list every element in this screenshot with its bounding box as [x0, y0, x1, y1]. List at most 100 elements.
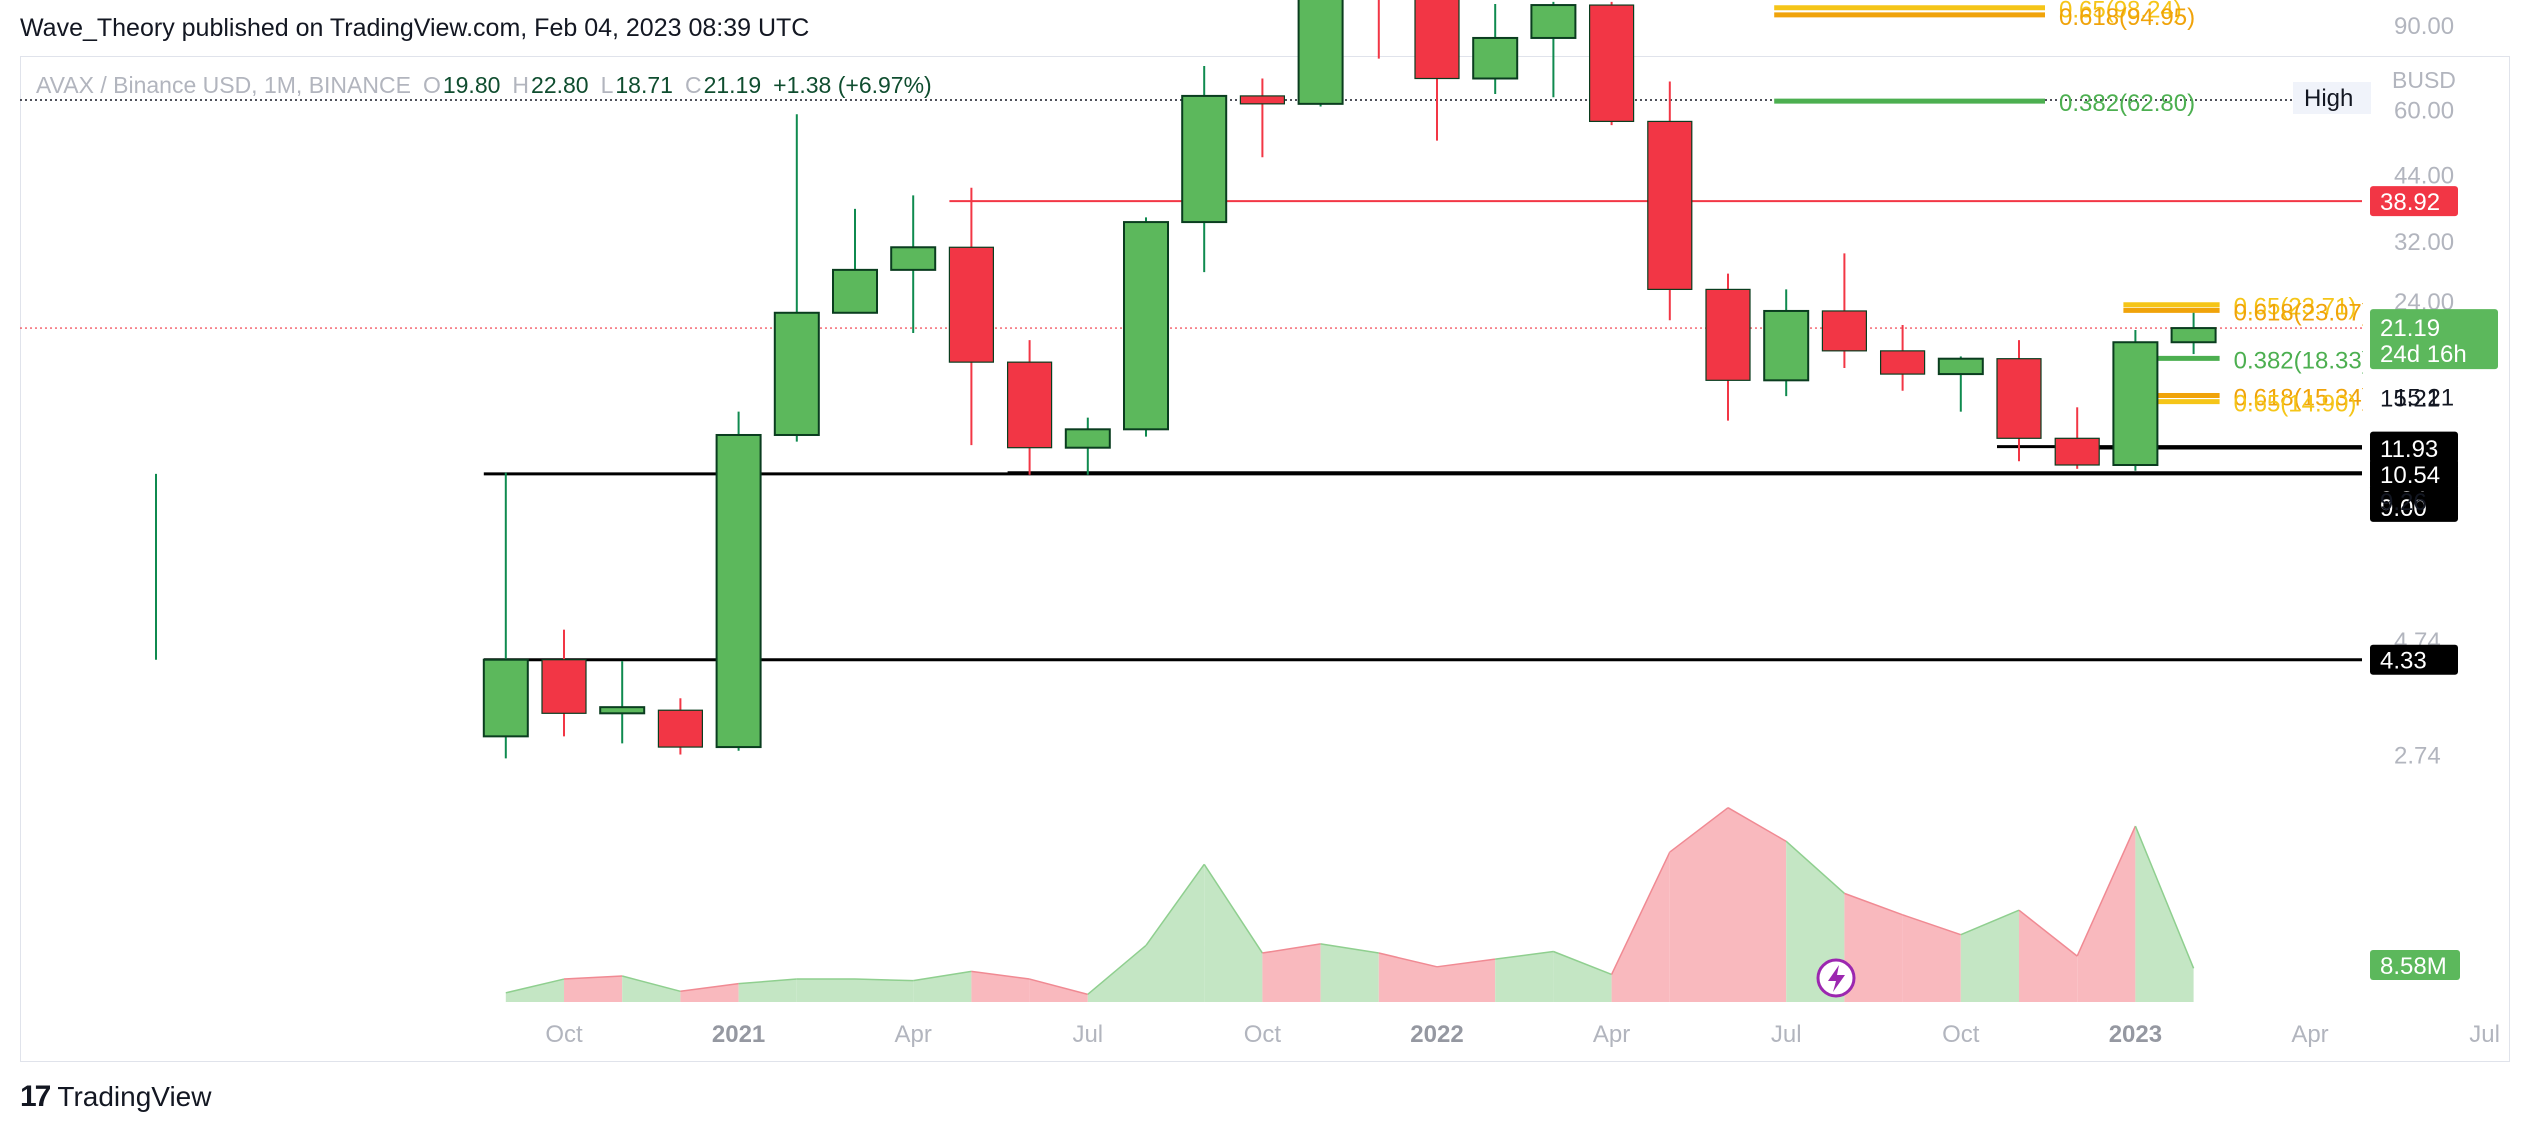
high-badge-label: High [2304, 85, 2353, 112]
candle-body[interactable] [1064, 428, 1111, 449]
volume-area-edge [563, 975, 623, 980]
tradingview-logo-mark-icon: 17 [20, 1080, 51, 1113]
volume-area-segment [2077, 826, 2136, 1002]
candle-body[interactable] [1297, 0, 1344, 105]
volume-area-segment [1728, 807, 1787, 1002]
volume-area-segment [680, 983, 739, 1002]
volume-tag-label: 8.58M [2380, 953, 2447, 980]
volume-area-edge [1203, 863, 1264, 954]
volume-tag-box[interactable] [2370, 950, 2460, 980]
tradingview-logo[interactable]: 17 TradingView [20, 1080, 211, 1114]
volume-area-edge [680, 982, 739, 993]
volume-area-segment [796, 979, 855, 1002]
volume-area-segment [971, 971, 1030, 1002]
candle-body[interactable] [1821, 310, 1868, 352]
price-axis-tick: 2.74 [2394, 742, 2441, 769]
legend-change: +1.38 (+6.97%) [773, 72, 932, 98]
fib-level-label: 0.618(15.34) [2234, 385, 2370, 412]
candle-body[interactable] [1123, 221, 1169, 431]
candle-body[interactable] [1996, 358, 2042, 439]
candle-body[interactable] [1705, 288, 1751, 381]
time-axis-tick: Oct [545, 1021, 583, 1048]
candle-body[interactable] [2054, 437, 2100, 466]
last-price-tag-box[interactable] [2370, 309, 2498, 370]
volume-area-edge [1145, 863, 1205, 946]
volume-area-segment [505, 979, 564, 1002]
candle-body[interactable] [890, 246, 937, 271]
volume-area-edge [505, 978, 565, 994]
volume-area-segment [1611, 852, 1670, 1002]
volume-area-edge [1960, 909, 2020, 936]
legend-low-label: L [601, 72, 614, 98]
price-axis-tick: 90.00 [2394, 13, 2454, 40]
fib-level-label: 0.382(62.80) [2059, 90, 2195, 117]
volume-area-segment [1146, 864, 1205, 1002]
volume-area-edge [1320, 943, 1379, 954]
axis-plain-tag: 9.26 [2380, 489, 2427, 516]
candle-body[interactable] [599, 706, 646, 715]
volume-area-edge [1902, 914, 1962, 936]
price-axis-tick: 32.00 [2394, 229, 2454, 256]
level-tag-box[interactable] [2370, 491, 2458, 522]
time-axis-tick: 2023 [2109, 1021, 2162, 1048]
fib-level-label: 0.65(98.24) [2059, 0, 2182, 24]
volume-area-segment [1902, 914, 1961, 1002]
candle-body[interactable] [1763, 309, 1810, 382]
candle-body[interactable] [1181, 94, 1228, 224]
candle-body[interactable] [1472, 36, 1519, 80]
volume-area-segment [1029, 979, 1088, 1002]
volume-area-edge [1610, 851, 1671, 975]
volume-area-segment [622, 975, 681, 1002]
level-tag-box[interactable] [2370, 186, 2458, 217]
level-tag-box[interactable] [2370, 458, 2458, 489]
candle-body[interactable] [541, 659, 587, 714]
candle-body[interactable] [1647, 120, 1693, 291]
candle-body[interactable] [482, 658, 529, 738]
currency-label: BUSD [2392, 67, 2456, 93]
candlestick-chart[interactable]: 0.65(98.24)0.618(94.95) 0.382(62.80) 0.65(… [0, 0, 2530, 1075]
level-tag-label: 9.00 [2380, 495, 2427, 522]
candle-body[interactable] [1937, 357, 1984, 376]
candle-body[interactable] [1879, 350, 1926, 375]
volume-area-edge [854, 978, 914, 982]
legend-open-label: O [423, 72, 441, 98]
volume-area-edge [971, 970, 1030, 980]
volume-area-edge [1553, 950, 1612, 976]
high-badge-box[interactable] [2293, 82, 2371, 114]
legend-high-label: H [512, 72, 529, 98]
candle-body[interactable] [948, 246, 995, 363]
candle-body[interactable] [1006, 361, 1053, 449]
level-tag-box[interactable] [2370, 433, 2458, 464]
fib-level-label: 0.65(23.71) [2234, 294, 2357, 321]
candle-body[interactable] [715, 433, 762, 749]
volume-area-edge [1262, 943, 1321, 954]
fib-level-label: 0.618(23.07) [2234, 299, 2370, 326]
time-axis-tick: Oct [1942, 1021, 1980, 1048]
candle-body[interactable] [657, 709, 704, 748]
candle-body[interactable] [1239, 95, 1286, 105]
axis-plain-tag: 15.21 [2380, 385, 2440, 412]
price-axis-tick: 15.21 [2394, 384, 2454, 411]
lightning-icon-bolt [1828, 965, 1845, 992]
volume-area-edge [2134, 825, 2195, 969]
level-tag-box[interactable] [2370, 644, 2458, 675]
candle-body[interactable] [832, 268, 878, 314]
volume-area-edge [1495, 950, 1554, 960]
candle-body[interactable] [1530, 4, 1577, 39]
candle-body[interactable] [2112, 341, 2159, 466]
chart-frame[interactable] [20, 56, 2510, 1062]
volume-area-edge [2076, 825, 2137, 957]
level-tag-label: 38.92 [2380, 189, 2440, 216]
volume-area-segment [738, 979, 797, 1002]
countdown-label: 24d 16h [2380, 341, 2467, 368]
volume-area-segment [1553, 951, 1612, 1002]
candle-body[interactable] [1414, 0, 1460, 80]
time-axis-tick: Jul [2469, 1021, 2500, 1048]
legend-low-value: 18.71 [615, 72, 673, 98]
candle-body[interactable] [1588, 4, 1635, 123]
candle-body[interactable] [773, 311, 820, 436]
volume-area-segment [1320, 943, 1379, 1002]
time-axis-tick: Apr [895, 1021, 932, 1048]
publisher-line: Wave_Theory published on TradingView.com… [20, 14, 810, 42]
candle-body[interactable] [2170, 327, 2217, 344]
